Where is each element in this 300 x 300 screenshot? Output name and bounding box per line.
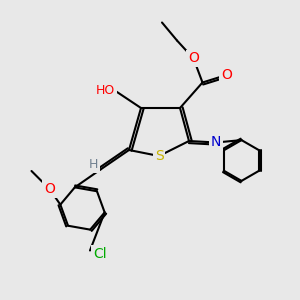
Text: S: S (154, 149, 164, 163)
Text: O: O (44, 182, 55, 196)
Text: HO: HO (96, 83, 116, 97)
Text: O: O (221, 68, 232, 82)
Text: O: O (188, 52, 199, 65)
Text: H: H (89, 158, 99, 172)
Text: Cl: Cl (93, 247, 106, 260)
Text: N: N (211, 136, 221, 149)
